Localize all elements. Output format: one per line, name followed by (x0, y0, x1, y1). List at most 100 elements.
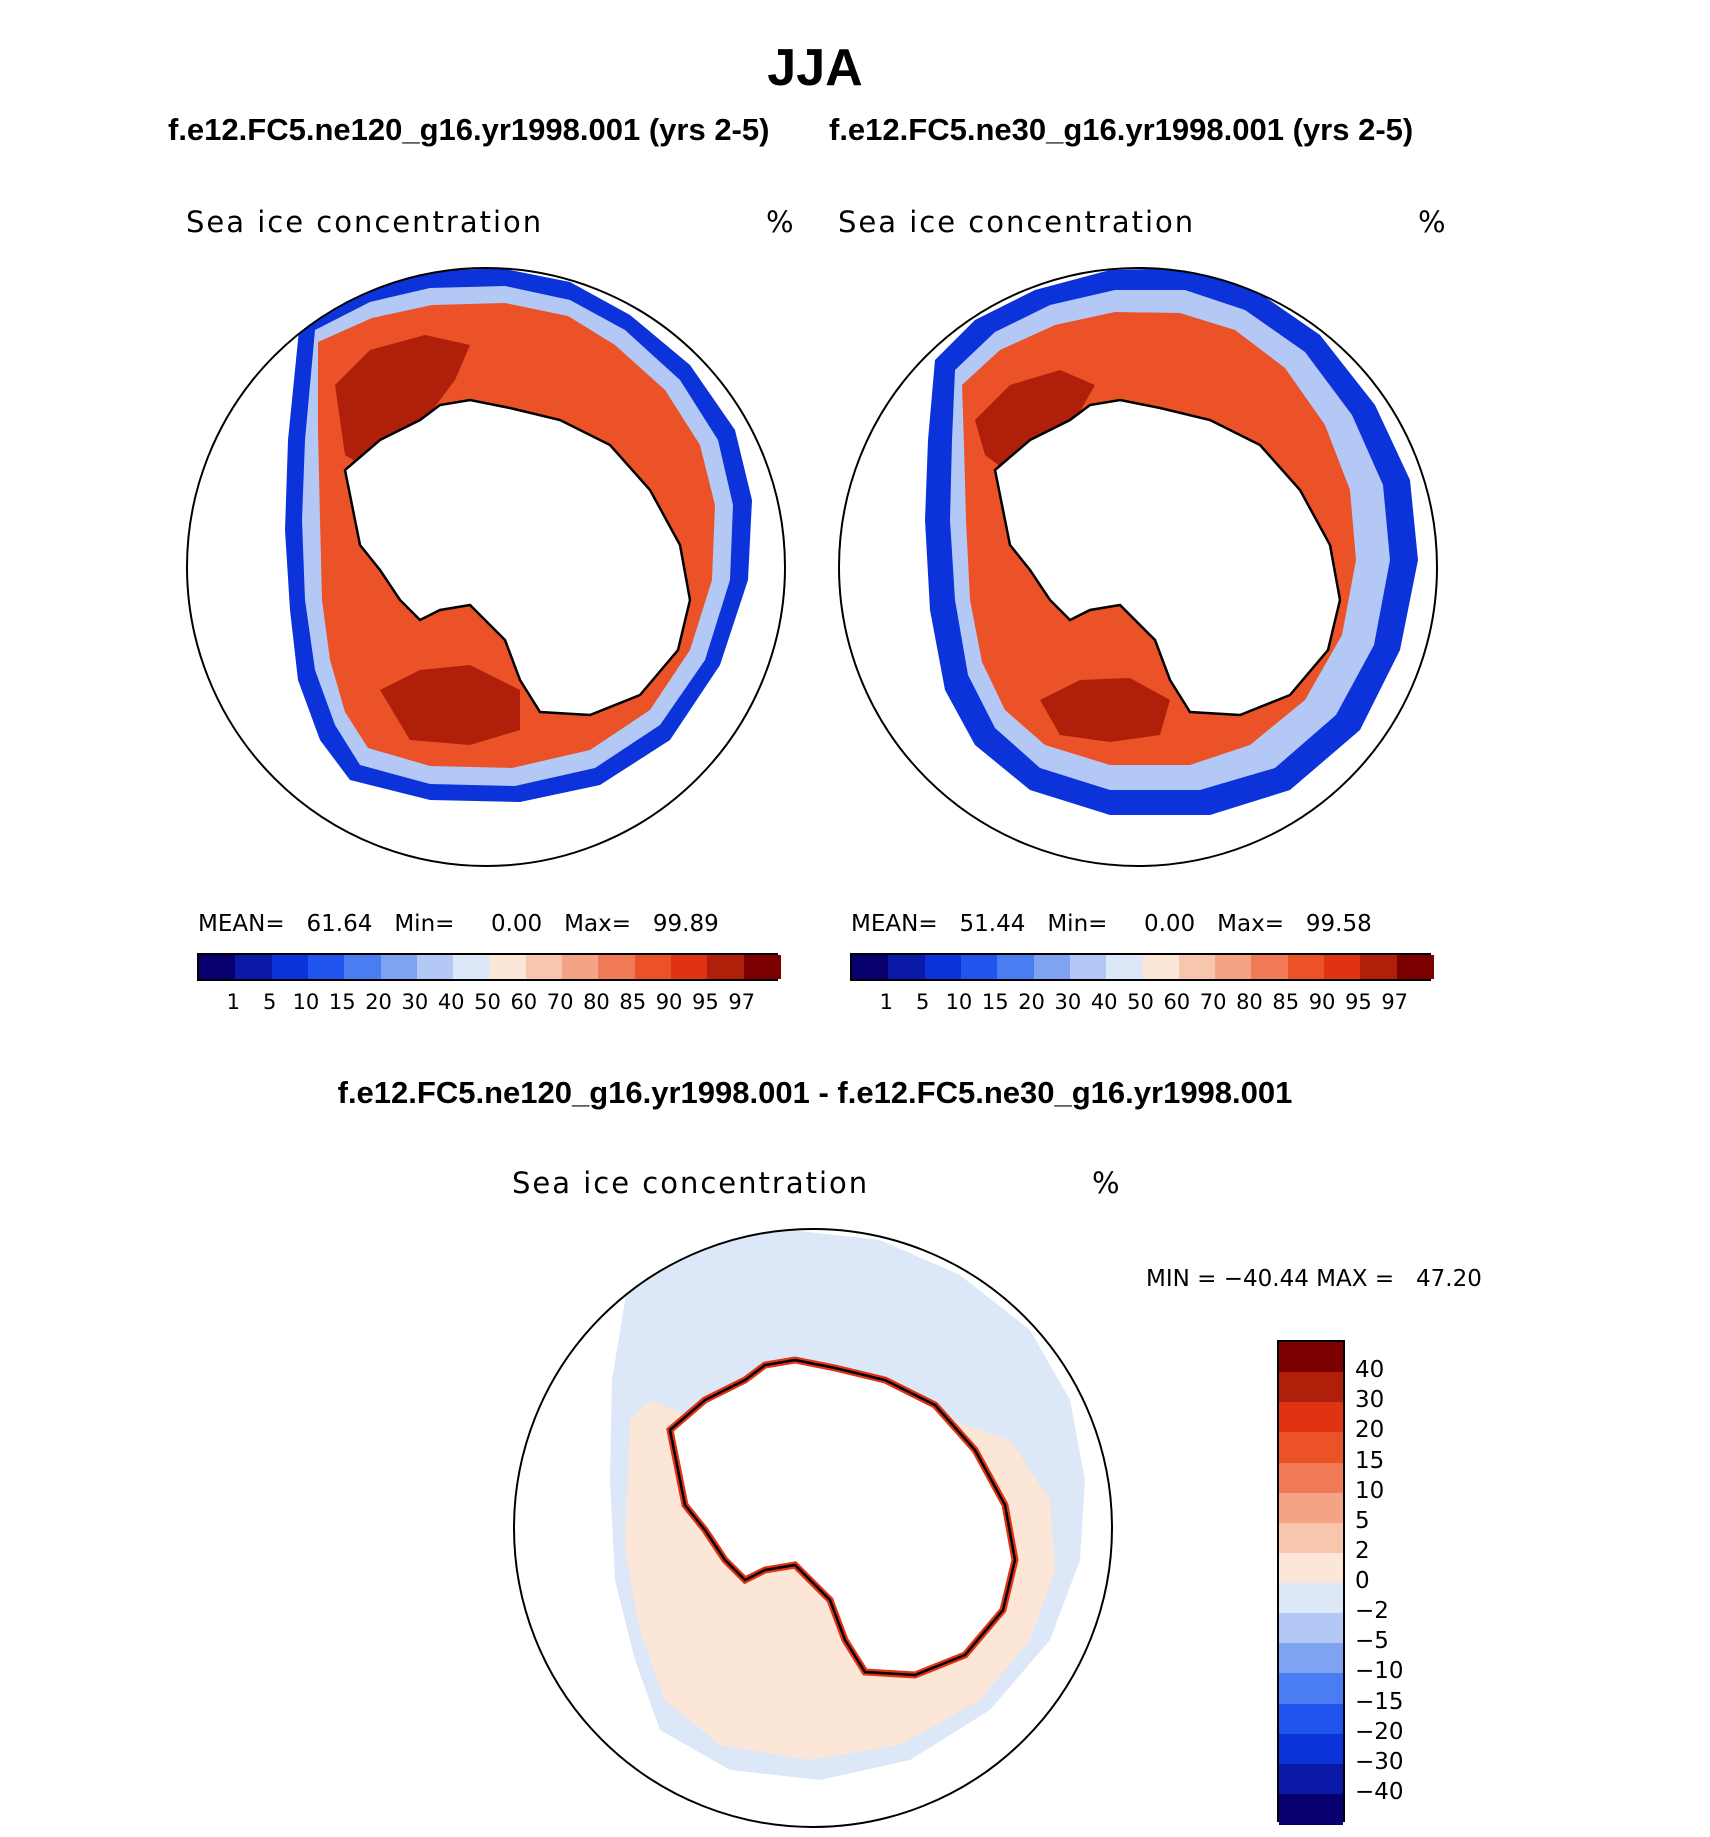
panel-1-colorbar-tick-label: 90 (655, 990, 683, 1014)
panel-1-colorbar-tick-label: 95 (692, 990, 719, 1014)
panel-1-colorbar-tick-label: 20 (365, 990, 392, 1014)
panel-1-colorbar-swatch (453, 955, 491, 979)
panel-2-colorbar-tick-label: 70 (1199, 990, 1227, 1014)
difference-colorbar-tick-label: 10 (1355, 1477, 1385, 1504)
difference-colorbar-tick-label: −10 (1355, 1658, 1404, 1685)
difference-colorbar-swatch (1279, 1372, 1343, 1404)
difference-colorbar-tick-label: 40 (1355, 1357, 1385, 1384)
difference-colorbar-swatch (1279, 1793, 1343, 1825)
difference-colorbar-tick-label: 2 (1355, 1537, 1370, 1564)
panel-2-colorbar (850, 953, 1434, 981)
panel-2-colorbar-swatch (852, 955, 890, 979)
difference-colorbar-tick-label: 5 (1355, 1507, 1370, 1534)
panel-2-colorbar-tick-label: 40 (1090, 990, 1118, 1014)
difference-colorbar-swatch (1279, 1763, 1343, 1796)
panel-1-colorbar-tick-label: 1 (226, 990, 240, 1014)
panel-2-colorbar-tick-label: 20 (1018, 990, 1045, 1014)
panel-1-ice-core (335, 335, 470, 470)
panel-1-colorbar-swatch (743, 955, 781, 979)
panel-1-colorbar-tick-label: 80 (583, 990, 610, 1014)
difference-colorbar-tick-label: −5 (1355, 1628, 1389, 1655)
panel-2-colorbar-tick-label: 80 (1236, 990, 1263, 1014)
panel-2-colorbar-swatch (1396, 955, 1434, 979)
difference-colorbar-tick-label: 20 (1355, 1417, 1385, 1444)
panel-2-colorbar-swatch (1178, 955, 1217, 979)
panel-2-colorbar-swatch (1215, 955, 1253, 979)
panel-2-colorbar-swatch (1287, 955, 1326, 979)
panel-2-units-label: % (1418, 205, 1448, 239)
panel-1-colorbar-swatch (525, 955, 564, 979)
panel-2-colorbar-tick-label: 90 (1308, 990, 1336, 1014)
panel-2-colorbar-swatch (1360, 955, 1399, 979)
panel-2-colorbar-swatch (1142, 955, 1181, 979)
panel-2-colorbar-tick-label: 10 (945, 990, 973, 1014)
panel-2-colorbar-tick-label: 95 (1345, 990, 1372, 1014)
panel-1-colorbar-swatch (562, 955, 600, 979)
panel-2-map (925, 268, 1418, 815)
panel-1-colorbar-tick-label: 97 (728, 990, 756, 1014)
panel-1-colorbar-swatch (598, 955, 637, 979)
panel-1-variable-label: Sea ice concentration (186, 205, 544, 239)
panel-2-colorbar-ticks: 1 5 10 15 20 30 40 50 60 70 80 85 90 95 97 (850, 990, 1431, 1018)
panel-2-colorbar-tick-label: 97 (1381, 990, 1409, 1014)
panel-1-colorbar-tick-label: 5 (262, 990, 277, 1014)
difference-colorbar-tick-label: −30 (1355, 1748, 1404, 1775)
panel-2-ice-core (975, 370, 1095, 470)
difference-units-label: % (1092, 1166, 1122, 1200)
difference-colorbar-tick-label: −20 (1355, 1718, 1404, 1745)
difference-colorbar-tick-label: −15 (1355, 1688, 1404, 1715)
panel-2-stats: MEAN= 51.44 Min= 0.00 Max= 99.58 (851, 911, 1372, 937)
panel-1-ice-core-2 (380, 665, 520, 745)
panel-1-colorbar-swatch (199, 955, 237, 979)
panel-1-colorbar-tick-label: 10 (292, 990, 320, 1014)
difference-stats: MIN = −40.44 MAX = 47.20 (1146, 1266, 1482, 1292)
panel-1-antarctica (343, 398, 692, 717)
difference-variable-label: Sea ice concentration (512, 1166, 870, 1200)
difference-colorbar-swatch (1279, 1432, 1343, 1464)
panel-1-units-label: % (766, 205, 796, 239)
panel-2-colorbar-swatch (960, 955, 999, 979)
panel-1-map (285, 268, 752, 802)
panel-1-colorbar-swatch (489, 955, 528, 979)
panel-2-case-title: f.e12.FC5.ne30_g16.yr1998.001 (yrs 2-5) (829, 112, 1414, 147)
difference-colorbar-tick-label: 0 (1355, 1568, 1370, 1594)
main-title: JJA (767, 39, 863, 97)
panel-1-colorbar-swatch (344, 955, 383, 979)
panel-1-colorbar-swatch (634, 955, 673, 979)
panel-1-colorbar-swatch (671, 955, 709, 979)
difference-colorbar-swatch (1279, 1342, 1343, 1374)
panel-2-colorbar-swatch (1324, 955, 1362, 979)
difference-colorbar-swatch (1279, 1552, 1343, 1585)
difference-colorbar-swatch (1279, 1462, 1343, 1495)
panel-1-colorbar-tick-label: 15 (328, 990, 356, 1014)
panel-2-colorbar-tick-label: 85 (1272, 990, 1300, 1014)
difference-colorbar (1277, 1340, 1345, 1825)
panel-1-colorbar-swatch (380, 955, 419, 979)
panel-2-ice-core-2 (1040, 678, 1170, 742)
difference-colorbar-swatch (1279, 1522, 1343, 1555)
panel-2-colorbar-swatch (1033, 955, 1072, 979)
panel-2-colorbar-swatch (1069, 955, 1108, 979)
difference-colorbar-tick-label: 30 (1355, 1387, 1385, 1414)
panel-1-colorbar-tick-label: 30 (401, 990, 429, 1014)
panel-1-colorbar-tick-label: 50 (474, 990, 501, 1014)
panel-2-colorbar-tick-label: 60 (1163, 990, 1191, 1014)
panel-1-colorbar-tick-label: 60 (510, 990, 538, 1014)
panel-1-map-frame (186, 267, 786, 867)
panel-1-colorbar-swatch (271, 955, 310, 979)
difference-colorbar-swatch (1279, 1402, 1343, 1434)
difference-map-frame (513, 1228, 1113, 1828)
difference-colorbar-swatch (1279, 1583, 1343, 1615)
panel-1-case-title: f.e12.FC5.ne120_g16.yr1998.001 (yrs 2-5) (168, 112, 770, 147)
panel-2-colorbar-tick-label: 15 (981, 990, 1009, 1014)
panel-2-antarctica (993, 398, 1342, 717)
difference-map (610, 1230, 1085, 1780)
difference-colorbar-swatch (1279, 1492, 1343, 1525)
panel-1-stats: MEAN= 61.64 Min= 0.00 Max= 99.89 (198, 911, 719, 937)
difference-colorbar-swatch (1279, 1733, 1343, 1766)
panel-2-colorbar-tick-label: 30 (1054, 990, 1082, 1014)
panel-1-colorbar-swatch (707, 955, 746, 979)
panel-2-colorbar-tick-label: 5 (915, 990, 930, 1014)
panel-1-colorbar-tick-label: 40 (437, 990, 465, 1014)
